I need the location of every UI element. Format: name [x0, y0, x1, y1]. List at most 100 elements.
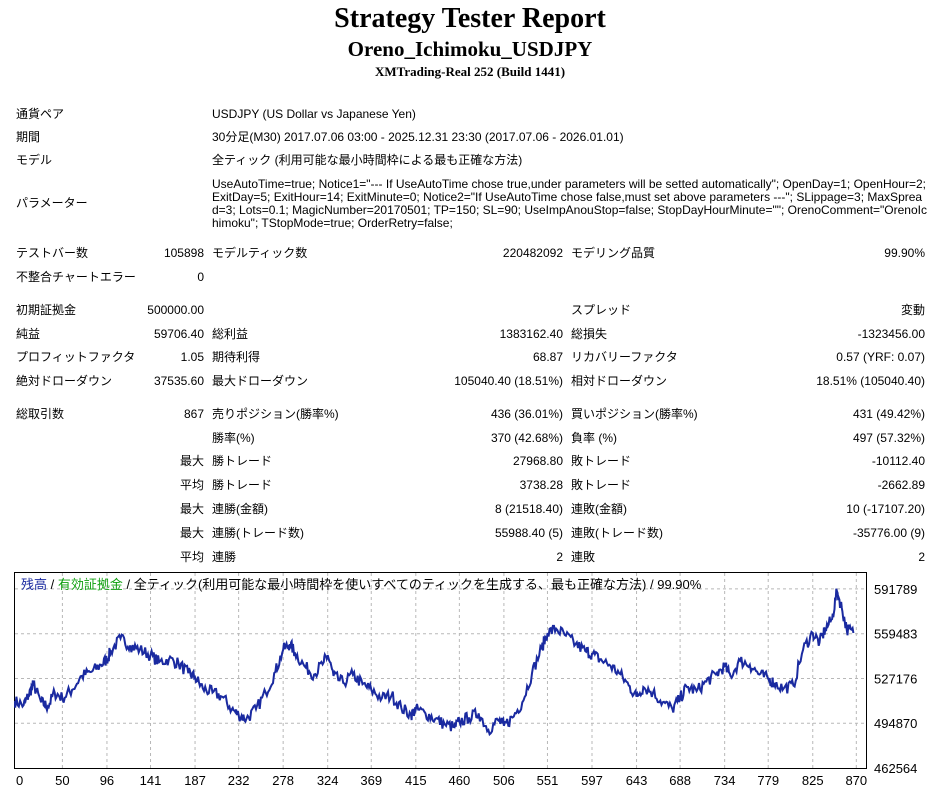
params-label: パラメーター — [16, 196, 88, 210]
short-value: 436 (36.01%) — [490, 407, 563, 421]
max-label-2: 最大 — [179, 526, 204, 540]
y-axis: 591789 559483 527176 494870 462564 — [874, 582, 917, 776]
x-tick-label: 460 — [449, 773, 471, 788]
x-tick-label: 551 — [537, 773, 559, 788]
loss-rate-label: 負率 (%) — [571, 431, 617, 445]
x-tick-label: 779 — [757, 773, 779, 788]
loss-rate-value: 497 (57.32%) — [852, 431, 925, 445]
x-tick-label: 734 — [714, 773, 736, 788]
x-tick-label: 324 — [317, 773, 339, 788]
x-tick-label: 187 — [184, 773, 206, 788]
x-tick-label: 870 — [845, 773, 867, 788]
x-tick-label: 0 — [16, 773, 23, 788]
ticks-value: 220482092 — [502, 246, 563, 260]
balance-line — [14, 588, 855, 737]
y-tick-label: 527176 — [874, 671, 917, 686]
gross-loss-value: -1323456.00 — [857, 327, 925, 341]
period-label: 期間 — [16, 130, 41, 144]
gross-profit-label: 総利益 — [212, 327, 249, 341]
y-tick-label: 462564 — [874, 761, 917, 776]
pf-value: 1.05 — [180, 350, 204, 364]
recovery-value: 0.57 (YRF: 0.07) — [836, 350, 925, 364]
x-tick-label: 96 — [100, 773, 114, 788]
quality-label: モデリング品質 — [571, 246, 656, 260]
model-value: 全ティック (利用可能な最小時間枠による最も正確な方法) — [212, 153, 523, 167]
report-title: Strategy Tester Report — [334, 3, 606, 34]
spread-label: スプレッド — [571, 303, 632, 317]
bars-label: テストバー数 — [16, 246, 89, 260]
pf-label: プロフィットファクタ — [16, 350, 136, 364]
avg-win-label: 勝トレード — [212, 478, 273, 492]
x-axis: 0 50 96 141 187 232 278 324 369 415 460 506 551 597 64… — [16, 773, 867, 788]
x-tick-label: 141 — [140, 773, 162, 788]
short-label: 売りポジション(勝率%) — [212, 407, 339, 421]
chart-series — [14, 588, 855, 737]
max-dd-label: 最大ドローダウン — [212, 374, 309, 388]
avg-consec-wins-label: 連勝 — [212, 550, 237, 564]
largest-loss-value: -10112.40 — [871, 454, 925, 468]
consec-loss-label: 連敗(トレード数) — [571, 526, 663, 540]
y-tick-label: 591789 — [874, 582, 917, 597]
legend-description: 全ティック(利用可能な最小時間枠を使いすべてのティックを生成する、最も正確な方法… — [133, 577, 702, 592]
max-dd-value: 105040.40 (18.51%) — [454, 374, 563, 388]
consec-losses-money-label: 連敗(金額) — [571, 502, 627, 516]
x-tick-label: 50 — [55, 773, 69, 788]
symbol-value: USDJPY (US Dollar vs Japanese Yen) — [212, 107, 416, 121]
largest-win-label: 勝トレード — [212, 454, 273, 468]
chart-legend: 残高 / 有効証拠金 / 全ティック(利用可能な最小時間枠を使いすべてのティック… — [21, 577, 701, 593]
balance-chart: 591789 559483 527176 494870 462564 0 50 96 141 1… — [14, 572, 917, 788]
params-value: UseAutoTime=true; Notice1="--- If UseAut… — [212, 177, 927, 230]
gross-profit-value: 1383162.40 — [499, 327, 563, 341]
long-label: 買いポジション(勝率%) — [571, 407, 698, 421]
avg-label-2: 平均 — [179, 550, 204, 564]
x-tick-label: 688 — [669, 773, 691, 788]
avg-consec-wins-value: 2 — [556, 550, 563, 564]
consec-wins-money-value: 8 (21518.40) — [494, 502, 563, 516]
deposit-value: 500000.00 — [147, 303, 204, 317]
ticks-label: モデルティック数 — [212, 246, 308, 260]
consec-profit-label: 連勝(トレード数) — [212, 526, 304, 540]
consec-profit-value: 55988.40 (5) — [494, 526, 563, 540]
abs-dd-label: 絶対ドローダウン — [16, 374, 113, 388]
total-trades-label: 総取引数 — [16, 407, 65, 421]
consec-wins-money-label: 連勝(金額) — [212, 502, 268, 516]
consec-losses-money-value: 10 (-17107.20) — [846, 502, 925, 516]
y-tick-label: 494870 — [874, 716, 917, 731]
x-tick-label: 506 — [493, 773, 515, 788]
symbol-label: 通貨ペア — [16, 107, 65, 121]
recovery-label: リカバリーファクタ — [571, 350, 678, 364]
largest-loss-label: 敗トレード — [571, 454, 632, 468]
net-label: 純益 — [16, 327, 41, 341]
model-label: モデル — [16, 153, 53, 167]
consec-loss-value: -35776.00 (9) — [852, 526, 925, 540]
net-value: 59706.40 — [153, 327, 204, 341]
y-tick-label: 559483 — [874, 627, 917, 642]
x-tick-label: 369 — [360, 773, 382, 788]
average-label: 平均 — [179, 478, 204, 492]
x-tick-label: 643 — [626, 773, 648, 788]
rel-dd-value: 18.51% (105040.40) — [816, 374, 925, 388]
largest-label: 最大 — [179, 454, 204, 468]
mismatch-label: 不整合チャートエラー — [16, 270, 136, 284]
bars-value: 105898 — [163, 246, 204, 260]
spread-value: 変動 — [900, 303, 925, 317]
x-tick-label: 232 — [228, 773, 250, 788]
plot-frame — [14, 572, 867, 769]
abs-dd-value: 37535.60 — [153, 374, 204, 388]
avg-win-value: 3738.28 — [519, 478, 563, 492]
x-tick-label: 278 — [272, 773, 294, 788]
legend-equity: 有効証拠金 — [57, 577, 123, 592]
rel-dd-label: 相対ドローダウン — [571, 374, 668, 388]
period-value: 30分足(M30) 2017.07.06 03:00 - 2025.12.31 … — [212, 130, 624, 144]
x-tick-label: 597 — [581, 773, 603, 788]
max-label-1: 最大 — [179, 502, 204, 516]
avg-consec-losses-label: 連敗 — [571, 550, 596, 564]
gross-loss-label: 総損失 — [571, 327, 608, 341]
quality-value: 99.90% — [884, 246, 925, 260]
legend-sep-2: / — [122, 577, 134, 592]
win-rate-label: 勝率(%) — [212, 431, 255, 445]
legend-sep-1: / — [47, 577, 58, 592]
server-info: XMTrading-Real 252 (Build 1441) — [374, 64, 566, 79]
deposit-label: 初期証拠金 — [16, 303, 77, 317]
chart-grid — [15, 573, 866, 768]
